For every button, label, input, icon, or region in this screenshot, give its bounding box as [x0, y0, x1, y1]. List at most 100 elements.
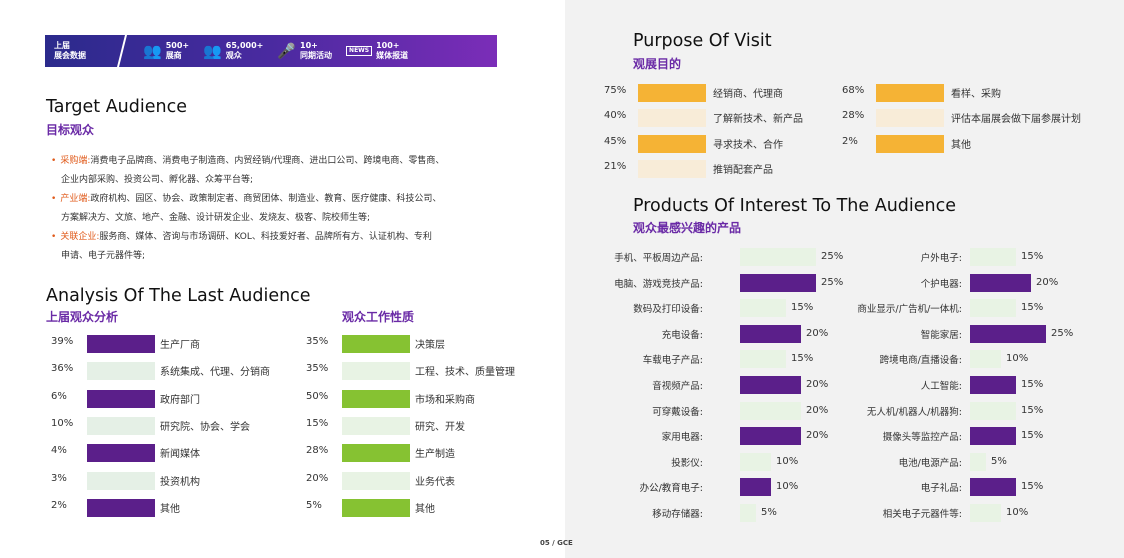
product-bar [970, 376, 1016, 394]
product-bar [740, 248, 816, 266]
product-label: 电脑、游戏竞技产品: [614, 278, 703, 290]
analysis-pct: 39% [51, 336, 74, 347]
product-label: 相关电子元器件等: [882, 509, 962, 520]
product-label: 可穿戴设备: [652, 406, 703, 418]
product-pct: 15% [1021, 251, 1044, 262]
analysis-pct: 6% [51, 390, 67, 402]
right-page: Purpose Of Visit 观展目的 75% 经销商、代理商 40% 了解新技术… [565, 0, 1124, 558]
product-label: 移动存储器: [652, 509, 703, 520]
analysis-bar [342, 389, 410, 408]
banner-divider [115, 35, 129, 67]
analysis-label: 新闻媒体 [160, 449, 200, 461]
analysis-pct: 2% [51, 499, 67, 511]
analysis-label: 投资机构 [160, 476, 200, 488]
analysis-bar [342, 335, 410, 353]
target-title: Target Audience [46, 97, 187, 117]
product-label: 跨境电商/直播设备: [879, 355, 962, 367]
product-pct: 15% [791, 353, 814, 365]
product-pct: 5% [761, 507, 777, 518]
banner-title: 上届 展会数据 [54, 41, 86, 60]
product-pct: 25% [821, 276, 844, 288]
analysis-label: 决策层 [415, 340, 445, 351]
product-pct: 15% [1021, 302, 1044, 314]
analysis-bar [87, 389, 155, 408]
product-bar [740, 324, 801, 343]
analysis-pct: 3% [51, 472, 67, 484]
analysis-bar [87, 416, 155, 435]
bullet-continuation: 方案解决方、文旅、地产、金融、设计研发企业、发烧友、极客、院校师生等; [61, 213, 371, 223]
product-bar [740, 376, 801, 394]
purpose-label: 评估本届展会做下届参展计划 [951, 114, 1081, 126]
purpose-bar [638, 134, 706, 153]
purpose-bar [876, 84, 944, 102]
analysis-bar [87, 335, 155, 353]
bullet-item: • 产业端:政府机构、园区、协会、政策制定者、商贸团体、制造业、教育、医疗健康、科… [51, 190, 491, 209]
purpose-bar [638, 109, 706, 128]
purpose-title: Purpose Of Visit [633, 31, 772, 51]
analysis-label: 工程、技术、质量管理 [415, 367, 515, 379]
product-pct: 20% [806, 327, 829, 339]
target-subtitle: 目标观众 [46, 123, 95, 137]
product-bar [970, 504, 1001, 522]
analysis-pct: 28% [306, 445, 329, 457]
analysis-sub-right: 观众工作性质 [342, 310, 415, 324]
product-bar [740, 401, 801, 420]
purpose-label: 经销商、代理商 [713, 89, 783, 100]
product-bar [970, 350, 1001, 369]
product-label: 电子礼品: [920, 483, 962, 495]
product-pct: 10% [1006, 507, 1029, 518]
analysis-bar [342, 362, 410, 381]
banner-stat-text: 65,000+ 观众 [225, 41, 264, 60]
analysis-label: 政府部门 [160, 394, 200, 406]
banner-stat: NEWS 100+ 媒体报道 [346, 41, 408, 61]
analysis-label: 生产厂商 [160, 340, 200, 351]
product-label: 手机、平板周边产品: [614, 253, 703, 264]
product-pct: 25% [1051, 327, 1074, 339]
analysis-pct: 20% [306, 472, 329, 484]
analysis-pct: 35% [306, 336, 329, 347]
product-pct: 20% [1036, 276, 1059, 288]
product-label: 办公/教育电子: [639, 483, 703, 495]
product-label: 数码及打印设备: [633, 304, 703, 316]
purpose-pct: 2% [842, 135, 858, 147]
product-bar [970, 478, 1016, 497]
analysis-title: Analysis Of The Last Audience [46, 286, 311, 306]
analysis-label: 生产制造 [415, 449, 455, 461]
purpose-label: 了解新技术、新产品 [713, 114, 803, 126]
analysis-pct: 50% [306, 390, 329, 402]
product-pct: 20% [806, 379, 829, 390]
purpose-label: 寻求技术、合作 [713, 139, 783, 151]
banner-stat-text: 10+ 同期活动 [300, 41, 333, 60]
purpose-pct: 40% [604, 110, 627, 122]
product-label: 商业显示/广告机/一体机: [857, 304, 962, 316]
product-label: 个护电器: [920, 278, 962, 290]
analysis-label: 其他 [415, 503, 435, 515]
news-icon: NEWS [346, 46, 373, 56]
bullet-dot: • [51, 156, 57, 166]
product-bar [740, 452, 771, 471]
crowd-icon: 👥 [203, 42, 222, 60]
bullet-text: 政府机构、园区、协会、政策制定者、商贸团体、制造业、教育、医疗健康、科技公司、 [90, 194, 442, 204]
purpose-bar [876, 134, 944, 153]
product-pct: 15% [1021, 404, 1044, 416]
people-icon: 👥 [143, 42, 162, 60]
product-pct: 20% [806, 430, 829, 442]
product-pct: 15% [1021, 430, 1044, 442]
page-footer: 05 / GCE [540, 539, 573, 547]
product-pct: 25% [821, 251, 844, 262]
product-bar [970, 273, 1031, 292]
products-title: Products Of Interest To The Audience [633, 196, 956, 216]
product-label: 家用电器: [661, 432, 703, 444]
analysis-pct: 35% [306, 363, 329, 375]
analysis-pct: 10% [51, 417, 74, 429]
analysis-bar [342, 444, 410, 463]
product-bar [970, 401, 1016, 420]
analysis-pct: 5% [306, 499, 322, 511]
analysis-label: 业务代表 [415, 476, 455, 488]
analysis-label: 其他 [160, 503, 180, 515]
purpose-pct: 21% [604, 160, 627, 172]
product-bar [740, 427, 801, 446]
product-label: 充电设备: [661, 329, 703, 341]
bullet-key: 产业端: [60, 194, 91, 204]
bullet-dot: • [51, 194, 57, 204]
